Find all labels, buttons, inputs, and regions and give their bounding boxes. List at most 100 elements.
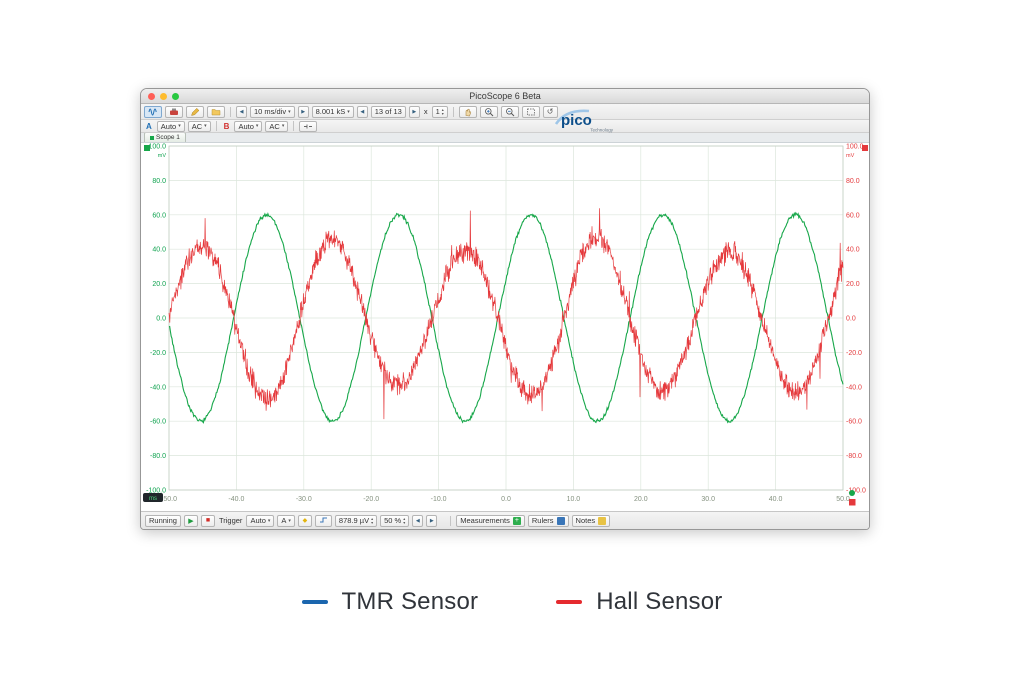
spinner-arrows-icon[interactable]: ▴ ▾: [371, 515, 374, 525]
edit-button[interactable]: [186, 105, 204, 118]
channel-a-range-select[interactable]: Auto ▾: [156, 120, 185, 132]
channel-b-range-select[interactable]: Auto ▾: [234, 120, 263, 132]
timebase-prev-button[interactable]: ◀: [236, 105, 247, 118]
legend-item-hall: Hall Sensor: [556, 588, 722, 616]
channel-b-range-marker[interactable]: [849, 499, 856, 506]
chevron-down-icon: ▾: [288, 108, 291, 115]
advanced-trigger-button[interactable]: [314, 514, 332, 527]
pretrigger-prev-button[interactable]: ◀: [412, 514, 424, 527]
window-title: PicoScope 6 Beta: [469, 91, 541, 101]
waveforms: [168, 208, 844, 424]
zoom-in-tool-button[interactable]: [479, 105, 498, 118]
hall-color-swatch: [556, 599, 583, 605]
running-button[interactable]: Running: [145, 514, 181, 527]
notes-label: Notes: [575, 516, 596, 525]
scope-view-button[interactable]: [144, 105, 162, 118]
chevron-down-icon: ▾: [281, 123, 285, 129]
undo-icon: ↺: [546, 107, 554, 116]
main-toolbar: ◀ 10 ms/div ▾ ▶ 8.001 kS ▾ ◀ 13 of 13 ▶ …: [141, 104, 869, 120]
buffer-prev-button[interactable]: ◀: [356, 105, 368, 118]
y-tick-label-left: 80.0: [152, 178, 166, 185]
channel-a-label: A: [146, 121, 152, 131]
samples-value: 8.001 kS: [315, 107, 346, 116]
x-tick-label: 20.0: [634, 496, 648, 503]
plot-border: [168, 145, 844, 491]
x-tick-label: 40.0: [769, 496, 783, 503]
channel-a-range-marker[interactable]: [849, 490, 855, 496]
y-tick-label-left: -80.0: [150, 453, 166, 460]
channel-a-coupling-select[interactable]: AC ▾: [187, 120, 211, 132]
chevron-down-icon: ▾: [204, 123, 207, 129]
tab-scope-1[interactable]: Scope 1: [144, 132, 186, 142]
advanced-trigger-icon: [319, 517, 327, 523]
probe-options-button[interactable]: [299, 120, 318, 132]
y-tick-label-right: 80.0: [846, 178, 860, 185]
spinner-arrows-icon[interactable]: ▴ ▾: [403, 515, 406, 525]
scope-display: 100.0 80.0 60.0 40.0 20.0 0.0 -20.0 -40.0 -60.0 -…: [141, 143, 869, 513]
trigger-level-value: 878.9 µV: [338, 516, 370, 525]
device-button[interactable]: [165, 105, 183, 118]
measurements-button[interactable]: Measurements +: [456, 514, 525, 527]
trigger-mode-value: Auto: [250, 516, 266, 525]
zoom-value: 1: [435, 107, 440, 116]
open-file-button[interactable]: [207, 105, 225, 118]
pretrigger-input[interactable]: 50 % ▴ ▾: [380, 514, 410, 527]
y-tick-label-left: 20.0: [152, 281, 166, 288]
pretrigger-next-button[interactable]: ▶: [426, 514, 438, 527]
zoom-out-tool-button[interactable]: [500, 105, 519, 118]
tmr-sensor-label: TMR Sensor: [341, 588, 479, 615]
x-tick-label: 50.0: [836, 496, 850, 503]
hand-icon: [465, 108, 471, 116]
y-tick-label-right: -20.0: [846, 350, 862, 357]
pan-tool-button[interactable]: [458, 105, 477, 118]
y-tick-label-right: 20.0: [846, 281, 860, 288]
notes-button[interactable]: Notes: [571, 514, 611, 527]
undo-zoom-button[interactable]: ↺: [542, 105, 558, 118]
x-axis[interactable]: -50.0 -40.0 -30.0 -20.0 -10.0 0.0 10.0 20.0 30.0…: [161, 496, 850, 503]
zoom-multiplier-label: x: [423, 107, 428, 116]
channel-b-coupling-select[interactable]: AC ▾: [265, 120, 289, 132]
channel-b-marker: [862, 145, 868, 151]
start-capture-button[interactable]: ▶: [183, 514, 198, 527]
marquee-zoom-tool-button[interactable]: [521, 105, 540, 118]
trigger-diamond-icon: ◆: [302, 518, 308, 524]
toolbar-separator: [450, 515, 452, 526]
channel-a-trace: [168, 211, 844, 424]
add-measurement-icon: +: [512, 516, 521, 525]
channel-b-label: B: [223, 121, 230, 131]
logo-subtext: Technology: [590, 128, 614, 133]
scope-tab-label: Scope 1: [156, 134, 180, 141]
zoom-input[interactable]: 1 ▴ ▾: [431, 105, 448, 118]
buffer-next-button[interactable]: ▶: [408, 105, 420, 118]
rulers-button[interactable]: Rulers: [527, 514, 569, 527]
y-tick-label-right: 0.0: [846, 316, 856, 323]
pencil-icon: [191, 107, 200, 116]
chevron-down-icon: ▾: [347, 108, 350, 115]
trigger-mode-select[interactable]: Auto ▾: [246, 514, 275, 527]
maximize-window-button[interactable]: [172, 92, 179, 100]
legend-item-tmr: TMR Sensor: [301, 588, 479, 616]
toolbar-separator: [452, 106, 454, 117]
trigger-level-input[interactable]: 878.9 µV ▴ ▾: [334, 514, 378, 527]
y-tick-label-left: 0.0: [156, 316, 166, 323]
close-window-button[interactable]: [148, 92, 155, 100]
x-axis-unit-badge: ms: [143, 493, 163, 502]
samples-select[interactable]: 8.001 kS ▾: [311, 105, 354, 118]
stop-capture-button[interactable]: ■: [200, 514, 215, 527]
x-tick-label: 0.0: [501, 496, 511, 503]
trigger-marker-button[interactable]: ◆: [297, 514, 312, 527]
pretrigger-value: 50 %: [384, 516, 402, 525]
x-tick-label: 10.0: [567, 496, 581, 503]
y-tick-label-right: 100.0: [846, 144, 864, 151]
probe-icon: [304, 124, 313, 128]
minimize-window-button[interactable]: [160, 92, 167, 100]
toolbar-separator: [215, 121, 217, 131]
x-tick-label: -20.0: [363, 496, 379, 503]
trigger-source-select[interactable]: A ▾: [277, 514, 295, 527]
spinner-arrows-icon[interactable]: ▴ ▾: [441, 106, 444, 116]
channel-b-range-value: Auto: [238, 121, 254, 131]
y-axis-right[interactable]: 100.0 80.0 60.0 40.0 20.0 0.0 -20.0 -40.0 -60.0 -…: [846, 144, 866, 495]
timebase-select[interactable]: 10 ms/div ▾: [250, 105, 295, 118]
y-axis-left[interactable]: 100.0 80.0 60.0 40.0 20.0 0.0 -20.0 -40.0 -60.0 -…: [146, 144, 166, 495]
timebase-next-button[interactable]: ▶: [297, 105, 309, 118]
